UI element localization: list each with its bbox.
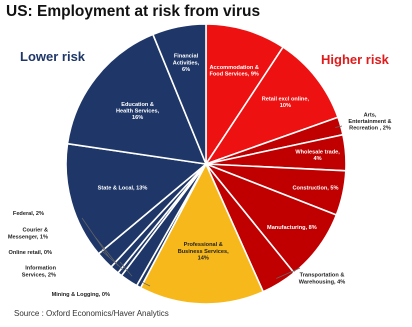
slice-label-line: 10% xyxy=(280,103,291,109)
slice-label-line: Professional & xyxy=(184,242,223,248)
source-note: Source : Oxford Economics/Haver Analytic… xyxy=(14,309,169,318)
slice-label-line: Business Services, xyxy=(178,249,229,255)
pie-slice xyxy=(139,162,265,305)
leader-line xyxy=(100,249,124,271)
slice-label-line: Messenger, 1% xyxy=(8,234,48,240)
pie-slice xyxy=(205,23,285,167)
slice-label-line: Services, 2% xyxy=(22,272,56,278)
slice-label: Mining & Logging, 0% xyxy=(52,292,110,298)
slice-label-line: Arts, xyxy=(364,112,377,118)
leader-line xyxy=(81,217,109,257)
slice-label-line: Wholesale trade, xyxy=(295,150,340,156)
slice-label-line: Entertainment & xyxy=(348,119,391,125)
pie-slice xyxy=(204,46,340,166)
slice-label: Federal, 2% xyxy=(13,211,44,217)
leader-line xyxy=(335,125,343,128)
slice-label: Construction, 5% xyxy=(293,185,339,191)
slice-label-line: Warehousing, 4% xyxy=(299,279,345,285)
slice-label: State & Local, 13% xyxy=(98,186,148,192)
leader-line xyxy=(95,237,119,266)
slice-label: Arts, Entertainment & Recreation , 2% xyxy=(348,112,391,131)
slice-label-line: Activities, xyxy=(173,60,200,66)
slice-label: Manufacturing, 8% xyxy=(267,225,317,231)
slice-label-line: Health Services, xyxy=(116,109,160,115)
slice-label-line: Financial xyxy=(174,54,199,60)
slice-label: Information Services, 2% xyxy=(22,266,57,279)
slice-label-line: Recreation , 2% xyxy=(349,126,391,132)
higher-risk-label: Higher risk xyxy=(321,52,389,67)
slice-label-line: Education & xyxy=(121,102,154,108)
pie-slice xyxy=(66,33,208,165)
slice-label-line: 6% xyxy=(182,67,190,73)
slice-label-line: Mining & Logging, 0% xyxy=(52,292,110,298)
slice-label-line: 16% xyxy=(132,115,143,121)
slice-label-line: Online retail, 0% xyxy=(8,250,52,256)
leader-line xyxy=(119,261,133,277)
slice-label: Professional & Business Services, 14% xyxy=(178,242,229,261)
slice-label-line: Information xyxy=(25,266,56,272)
slice-label: Accommodation & Food Services, 9% xyxy=(209,65,258,78)
slice-label: Courier & Messenger, 1% xyxy=(8,228,48,241)
slice-label-line: Retail excl online, xyxy=(262,97,310,103)
slice-label: Wholesale trade, 4% xyxy=(295,150,340,163)
lower-risk-label: Lower risk xyxy=(20,49,86,64)
slice-label-line: Courier & xyxy=(23,228,49,234)
slice-label-line: 14% xyxy=(198,255,209,261)
slice-label-line: Transportation & xyxy=(300,273,345,279)
slice-label-line: Manufacturing, 8% xyxy=(267,225,317,231)
slice-label: Retail excl online, 10% xyxy=(262,97,310,110)
slice-label-line: 4% xyxy=(314,156,322,162)
slice-label-line: Federal, 2% xyxy=(13,211,44,217)
pie-slice xyxy=(151,23,207,165)
leader-line xyxy=(141,281,151,287)
pie-slice xyxy=(65,142,208,255)
slice-label: Transportation & Warehousing, 4% xyxy=(299,273,345,286)
slice-label-line: Accommodation & xyxy=(209,65,258,71)
slice-label-line: Food Services, 9% xyxy=(209,71,258,77)
slice-label: Education & Health Services, 16% xyxy=(116,102,160,121)
slice-label: Financial Activities, 6% xyxy=(173,54,200,73)
leader-line xyxy=(276,267,301,279)
chart-title: US: Employment at risk from virus xyxy=(6,3,261,20)
slice-label-line: State & Local, 13% xyxy=(98,186,148,192)
slice-label: Online retail, 0% xyxy=(8,250,52,256)
slice-label-line: Construction, 5% xyxy=(293,185,339,191)
